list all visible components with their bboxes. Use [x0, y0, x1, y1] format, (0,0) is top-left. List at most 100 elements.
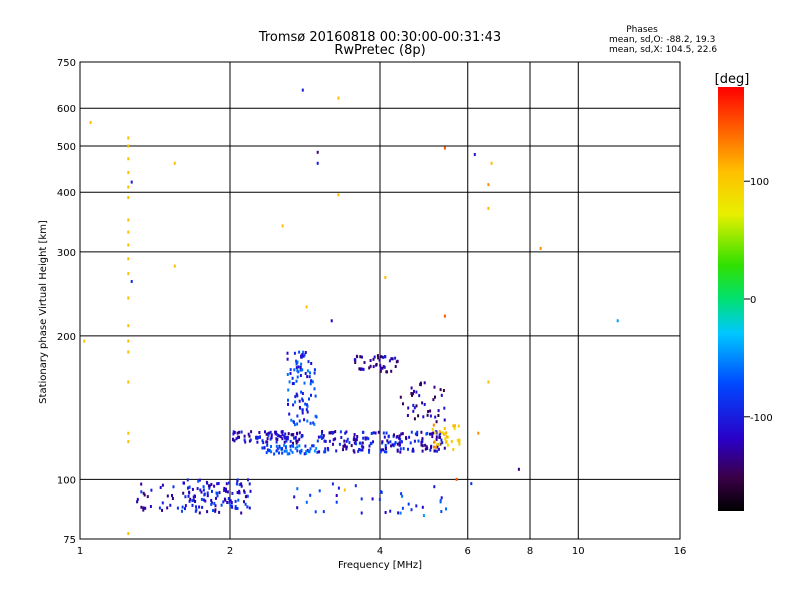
data-point — [244, 440, 247, 444]
data-point — [300, 362, 303, 366]
stats-heading: Phases — [626, 25, 658, 35]
data-point — [212, 509, 214, 512]
data-point — [420, 430, 423, 434]
data-point — [292, 433, 295, 436]
data-point — [203, 493, 206, 497]
data-point — [298, 419, 301, 423]
data-point — [269, 430, 272, 434]
data-point — [429, 414, 432, 418]
data-point — [186, 478, 189, 482]
data-point — [309, 382, 312, 386]
data-point — [296, 487, 299, 491]
data-point — [192, 495, 195, 499]
data-point — [281, 447, 284, 451]
data-point — [410, 392, 413, 395]
data-points — [83, 88, 619, 535]
data-point — [381, 440, 384, 444]
data-point — [166, 494, 169, 498]
data-point — [198, 478, 201, 482]
data-point — [283, 434, 286, 438]
data-point — [396, 442, 399, 446]
data-point — [316, 439, 319, 443]
data-point — [391, 357, 394, 361]
data-point — [440, 496, 443, 500]
data-point — [379, 369, 382, 373]
data-point — [244, 495, 247, 499]
data-point — [334, 437, 337, 441]
data-point — [354, 361, 357, 364]
data-point — [265, 432, 268, 436]
data-point — [412, 447, 414, 451]
data-point — [379, 490, 382, 494]
data-point — [361, 448, 364, 452]
data-point — [437, 447, 440, 451]
data-point — [215, 496, 217, 500]
data-point — [89, 121, 92, 124]
data-point — [411, 449, 414, 453]
data-point — [127, 339, 130, 343]
data-point — [309, 447, 312, 451]
data-point — [368, 448, 371, 452]
data-point — [439, 388, 442, 392]
data-point — [289, 448, 292, 452]
data-point — [127, 257, 130, 261]
data-point — [210, 502, 213, 506]
data-point — [227, 497, 230, 500]
data-point — [335, 500, 338, 504]
data-point — [194, 500, 197, 503]
data-point — [423, 403, 426, 406]
data-point — [140, 490, 143, 494]
data-point — [301, 399, 304, 403]
data-point — [236, 478, 239, 482]
data-point — [293, 351, 296, 355]
data-point — [329, 431, 332, 435]
data-point — [370, 442, 373, 446]
data-point — [422, 415, 425, 419]
data-point — [218, 510, 221, 514]
data-point — [433, 385, 436, 389]
data-point — [355, 442, 358, 446]
data-point — [275, 440, 278, 444]
data-point — [372, 431, 375, 435]
data-point — [285, 449, 288, 453]
data-point — [470, 482, 473, 486]
data-point — [377, 430, 380, 434]
data-point — [208, 486, 211, 490]
data-point — [142, 491, 145, 495]
data-point — [362, 367, 365, 371]
data-point — [381, 366, 384, 370]
data-point — [293, 495, 296, 499]
data-point — [445, 431, 448, 435]
data-point — [202, 498, 205, 502]
data-point — [304, 402, 307, 406]
data-point — [136, 500, 139, 504]
data-point — [345, 447, 348, 451]
data-point — [445, 435, 448, 439]
data-point — [441, 431, 444, 435]
data-point — [442, 389, 445, 392]
data-point — [184, 504, 187, 508]
data-point — [231, 505, 234, 509]
data-point — [275, 449, 278, 453]
data-point — [127, 218, 130, 222]
data-point — [313, 422, 316, 426]
data-point — [210, 498, 213, 502]
data-point — [258, 431, 261, 434]
data-point — [197, 479, 200, 483]
data-point — [387, 435, 390, 439]
data-point — [477, 431, 480, 435]
data-point — [136, 497, 139, 501]
data-point — [161, 508, 163, 512]
data-point — [420, 440, 423, 444]
data-point — [187, 486, 189, 490]
data-point — [301, 353, 304, 356]
data-point — [191, 499, 194, 503]
data-point — [360, 448, 362, 452]
data-point — [487, 183, 490, 187]
data-point — [393, 433, 395, 437]
data-point — [236, 431, 239, 435]
data-point — [292, 382, 295, 385]
data-point — [195, 505, 197, 509]
data-point — [246, 505, 249, 509]
